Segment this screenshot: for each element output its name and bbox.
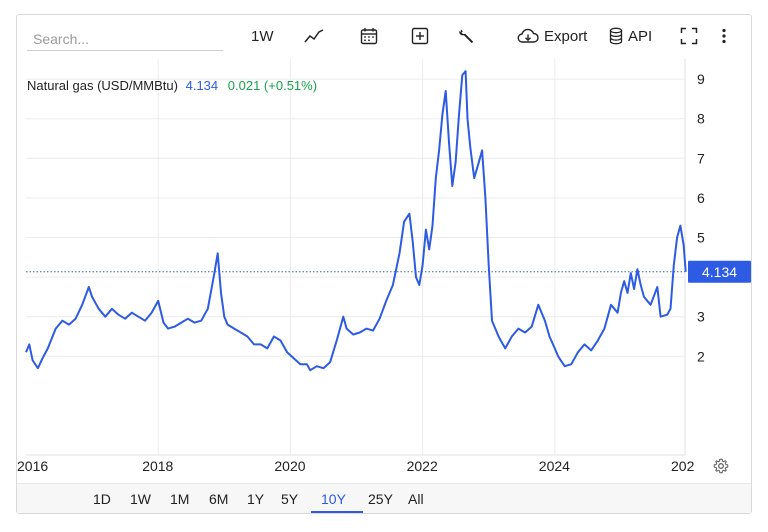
y-tick-label: 3	[697, 309, 705, 325]
series-line-natural-gas	[25, 70, 687, 372]
last-price-tag	[688, 260, 751, 283]
range-button-10y[interactable]: 10Y	[321, 491, 346, 507]
search-input[interactable]	[27, 27, 223, 51]
range-button-all[interactable]: All	[408, 491, 424, 507]
y-tick-label: 5	[697, 230, 705, 246]
chart-toolbar: 1W	[17, 15, 751, 59]
y-tick-label: 6	[697, 190, 705, 206]
range-button-1w[interactable]: 1W	[130, 491, 151, 507]
range-button-1d[interactable]: 1D	[93, 491, 111, 507]
range-button-25y[interactable]: 25Y	[368, 491, 393, 507]
gear-icon	[713, 458, 729, 474]
y-tick-label: 7	[697, 150, 705, 166]
range-button-1m[interactable]: 1M	[170, 491, 190, 507]
last-price-tag-label: 4.134	[702, 264, 737, 280]
more-options-button[interactable]	[721, 23, 727, 49]
chart-settings-button[interactable]	[713, 458, 729, 479]
x-tick-label: 2018	[142, 458, 173, 474]
x-tick-label: 2024	[539, 458, 570, 474]
legend-price: 4.134	[185, 78, 219, 93]
range-button-1y[interactable]: 1Y	[247, 491, 265, 507]
chart-type-button[interactable]	[304, 23, 324, 49]
api-label: API	[628, 27, 653, 45]
fullscreen-button[interactable]	[680, 23, 698, 49]
legend-series-name: Natural gas (USD/MMBtu)	[27, 78, 178, 93]
chart-legend: Natural gas (USD/MMBtu) 4.134 0.021 (+0.…	[27, 78, 317, 93]
calendar-icon	[360, 28, 378, 45]
export-label: Export	[544, 27, 588, 45]
y-tick-label: 9	[697, 71, 705, 87]
x-tick-label: 2020	[274, 458, 305, 474]
legend-change: 0.021 (+0.51%)	[227, 78, 318, 93]
y-tick-label: 8	[697, 111, 705, 127]
api-button[interactable]: API	[609, 23, 652, 49]
active-range-underline	[311, 511, 363, 513]
x-tick-label: 2022	[407, 458, 438, 474]
line-chart-icon	[304, 29, 324, 43]
x-tick-label: 2016	[17, 458, 48, 474]
database-icon	[609, 27, 623, 45]
export-button[interactable]: Export	[517, 23, 587, 49]
x-tick-label: 202	[671, 458, 695, 474]
interval-label: 1W	[251, 27, 274, 45]
tools-button[interactable]	[458, 23, 476, 49]
y-tick-label: 2	[697, 348, 705, 364]
cloud-download-icon	[517, 28, 539, 43]
range-selector: 1D 1W 1M 6M 1Y 5Y 10Y 25Y All	[17, 483, 751, 513]
chart-plot-area[interactable]: 1098765432201620182020202220242024.134	[17, 59, 751, 483]
range-button-5y[interactable]: 5Y	[281, 491, 299, 507]
fullscreen-icon	[680, 27, 698, 45]
date-range-button[interactable]	[360, 23, 378, 49]
wrench-icon	[459, 29, 474, 44]
plus-square-icon	[411, 27, 429, 45]
add-indicator-button[interactable]	[411, 23, 429, 49]
chart-widget: 1W	[16, 14, 752, 514]
range-button-6m[interactable]: 6M	[209, 491, 229, 507]
interval-button[interactable]: 1W	[251, 23, 274, 49]
more-vertical-icon	[722, 28, 726, 44]
